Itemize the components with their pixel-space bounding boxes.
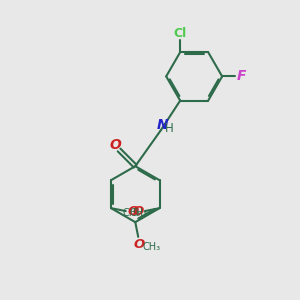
Text: O: O [132, 205, 143, 218]
Text: O: O [133, 238, 144, 251]
Text: Cl: Cl [174, 27, 187, 40]
Text: F: F [237, 69, 247, 83]
Text: O: O [110, 138, 122, 152]
Text: CH₃: CH₃ [142, 242, 160, 252]
Text: H: H [164, 122, 173, 135]
Text: O: O [127, 205, 139, 218]
Text: N: N [156, 118, 168, 132]
Text: CH₃: CH₃ [130, 208, 148, 218]
Text: CH₃: CH₃ [122, 208, 141, 218]
